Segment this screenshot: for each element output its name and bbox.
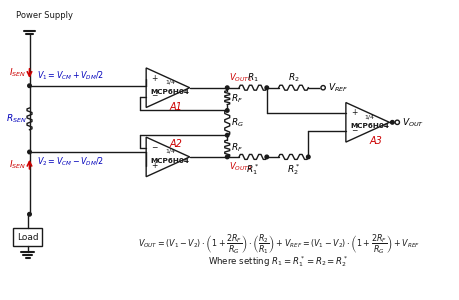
- Text: A1: A1: [169, 102, 182, 112]
- Text: MCP6H04: MCP6H04: [151, 158, 189, 164]
- Text: $V_1 = V_{CM} + V_{DM}/2$: $V_1 = V_{CM} + V_{DM}/2$: [38, 69, 104, 82]
- Text: $R_{SEN}$: $R_{SEN}$: [6, 112, 27, 125]
- Circle shape: [28, 150, 31, 154]
- Circle shape: [28, 212, 31, 216]
- Text: −: −: [151, 92, 158, 100]
- Circle shape: [225, 86, 229, 89]
- Text: $R_1^*$: $R_1^*$: [246, 162, 259, 177]
- Text: MCP6H04: MCP6H04: [151, 89, 189, 95]
- Circle shape: [391, 121, 394, 124]
- Circle shape: [395, 120, 399, 124]
- Circle shape: [307, 155, 310, 159]
- Text: A3: A3: [369, 136, 382, 146]
- Circle shape: [28, 84, 31, 88]
- Text: +: +: [151, 161, 158, 170]
- Text: $I_{SEN}$: $I_{SEN}$: [9, 67, 27, 79]
- Text: $R_F$: $R_F$: [231, 141, 243, 154]
- Circle shape: [225, 134, 229, 137]
- Circle shape: [225, 109, 229, 112]
- Text: A2: A2: [169, 139, 182, 149]
- Text: 1/4: 1/4: [165, 149, 175, 154]
- Text: $R_1$: $R_1$: [247, 71, 259, 84]
- Text: Power Supply: Power Supply: [16, 11, 73, 20]
- Circle shape: [225, 155, 229, 159]
- Text: Where setting $R_1 = R_1^* = R_2 = R_2^*$: Where setting $R_1 = R_1^* = R_2 = R_2^*…: [208, 254, 349, 269]
- Text: +: +: [151, 74, 158, 83]
- FancyBboxPatch shape: [13, 228, 42, 246]
- Text: $V_{OUT2}$: $V_{OUT2}$: [229, 161, 252, 173]
- Text: $V_{REF}$: $V_{REF}$: [328, 82, 348, 94]
- Text: −: −: [351, 126, 358, 135]
- Text: Load: Load: [17, 232, 39, 242]
- Circle shape: [265, 155, 269, 159]
- Text: $R_2^*$: $R_2^*$: [287, 162, 300, 177]
- Text: $R_G$: $R_G$: [231, 117, 244, 129]
- Text: $R_2$: $R_2$: [288, 71, 299, 84]
- Text: +: +: [351, 108, 358, 117]
- Text: $I_{SEN}$: $I_{SEN}$: [9, 159, 27, 171]
- Text: 1/4: 1/4: [364, 114, 375, 119]
- Text: −: −: [151, 143, 158, 152]
- Text: $V_{OUT}$: $V_{OUT}$: [402, 116, 424, 129]
- Text: $R_F$: $R_F$: [231, 93, 243, 105]
- Circle shape: [265, 86, 269, 89]
- Text: $V_{OUT} = (V_1 - V_2) \cdot \left(1 + \dfrac{2R_F}{R_G}\right) \cdot \left(\dfr: $V_{OUT} = (V_1 - V_2) \cdot \left(1 + \…: [138, 232, 420, 256]
- Text: 1/4: 1/4: [165, 80, 175, 85]
- Text: MCP6H04: MCP6H04: [350, 123, 389, 129]
- Text: $V_2 = V_{CM} - V_{DM}/2$: $V_2 = V_{CM} - V_{DM}/2$: [38, 156, 104, 168]
- Text: $V_{OUT1}$: $V_{OUT1}$: [229, 71, 252, 84]
- Circle shape: [321, 85, 325, 90]
